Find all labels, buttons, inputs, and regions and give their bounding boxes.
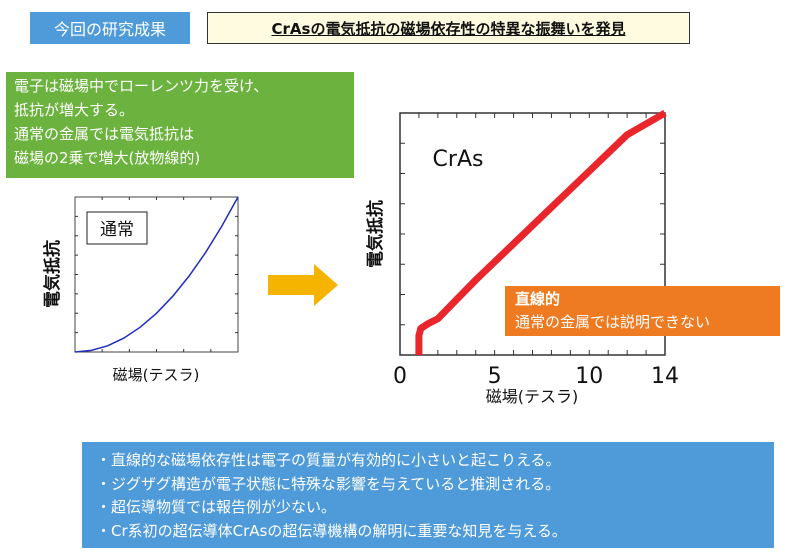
x-tick-label: 0 <box>393 364 407 389</box>
chart-label: 通常 <box>100 220 134 240</box>
intro-line: 磁場の2乗で増大(放物線的) <box>14 149 201 167</box>
chart-label-box <box>86 211 148 245</box>
summary-line: ・ジグザグ構造が電子状態に特殊な影響を与えていると推測される。 <box>96 474 561 493</box>
y-axis-label: 電気抵抗 <box>42 240 63 308</box>
intro-line: 通常の金属では電気抵抗は <box>14 125 195 143</box>
finding-box: 直線的 通常の金属では説明できない <box>505 286 780 336</box>
intro-box: 電子は磁場中でローレンツ力を受け、 抵抗が増大する。 通常の金属では電気抵抗は … <box>6 72 354 178</box>
normal-metal-chart: 通常 電気抵抗 磁場(テスラ) <box>42 196 239 384</box>
x-tick-labels: 0 5 10 14 <box>393 364 679 389</box>
summary-line: ・Cr系初の超伝導体CrAsの超伝導機構の解明に重要な知見を与える。 <box>96 521 567 540</box>
chart-label: CrAs <box>433 147 484 172</box>
intro-line: 電子は磁場中でローレンツ力を受け、 <box>14 77 269 95</box>
header-tag: 今回の研究成果 <box>30 12 190 44</box>
x-axis-label: 磁場(テスラ) <box>486 387 579 406</box>
cras-chart: CrAs 電気抵抗 0 5 10 14 磁場(テスラ) <box>365 109 679 406</box>
tick-marks <box>75 197 238 352</box>
summary-line: ・直線的な磁場依存性は電子の質量が有効的に小さいと起こりえる。 <box>96 451 561 469</box>
normal-series-line <box>74 196 239 353</box>
x-tick-label: 10 <box>575 364 603 389</box>
summary-line: ・超伝導物質では報告例が少ない。 <box>96 498 337 516</box>
summary-box: ・直線的な磁場依存性は電子の質量が有効的に小さいと起こりえる。 ・ジグザグ構造が… <box>82 442 774 548</box>
tick-marks <box>400 113 665 355</box>
x-axis-label: 磁場(テスラ) <box>113 366 200 384</box>
page-title: CrAsの電気抵抗の磁場依存性の特異な振舞いを発見 <box>207 12 690 44</box>
x-tick-label: 14 <box>651 364 679 389</box>
intro-line: 抵抗が増大する。 <box>14 101 135 119</box>
finding-text: 通常の金属では説明できない <box>515 313 711 331</box>
right-arrow-icon <box>268 264 338 306</box>
finding-title: 直線的 <box>515 290 561 308</box>
cras-series-line <box>415 109 667 355</box>
x-tick-label: 5 <box>488 364 502 389</box>
y-axis-label: 電気抵抗 <box>365 200 386 268</box>
